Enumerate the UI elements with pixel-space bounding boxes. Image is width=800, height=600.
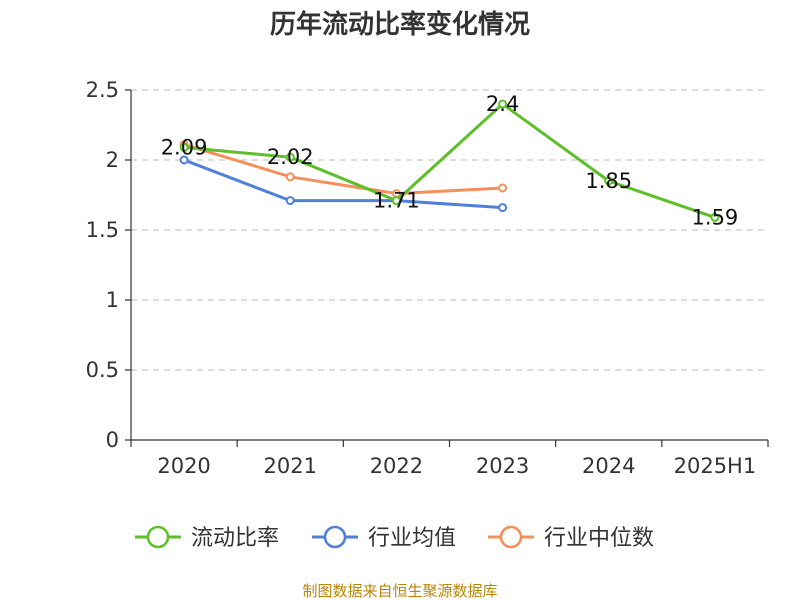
x-tick-label: 2023 [476, 454, 529, 478]
legend-circle-icon [323, 525, 347, 549]
data-label: 1.59 [692, 205, 739, 229]
legend-circle-icon [499, 525, 523, 549]
legend[interactable]: 流动比率 行业均值 行业中位数 [135, 525, 654, 551]
legend-item-1[interactable]: 行业均值 [312, 525, 456, 551]
y-tick-label: 2 [106, 148, 119, 172]
series-point-1 [498, 203, 508, 213]
chart-title: 历年流动比率变化情况 [270, 9, 530, 40]
series-point-0 [498, 99, 508, 109]
series-point-2 [285, 172, 295, 182]
grid-lines [131, 89, 768, 371]
legend-item-0[interactable]: 流动比率 [135, 525, 279, 551]
series-point-0 [285, 152, 295, 162]
legend-item-2[interactable]: 行业中位数 [488, 525, 654, 551]
x-tick-label: 2025H1 [674, 454, 757, 478]
series-lines [179, 99, 720, 222]
series-point-0 [391, 196, 401, 206]
y-tick-label: 1 [106, 288, 119, 312]
data-label: 1.71 [373, 189, 420, 213]
y-tick-label: 2.5 [86, 78, 119, 102]
legend-label: 行业均值 [368, 526, 456, 551]
data-label: 2.09 [161, 135, 208, 159]
x-tick-label: 2022 [370, 454, 423, 478]
y-tick-label: 0.5 [86, 358, 119, 382]
y-tick-label: 1.5 [86, 218, 119, 242]
series-line-1 [183, 158, 503, 210]
series-point-1 [179, 155, 189, 165]
x-tick-label: 2020 [157, 454, 210, 478]
source-note: 制图数据来自恒生聚源数据库 [302, 582, 497, 600]
series-point-1 [285, 196, 295, 206]
series-line-0 [183, 102, 716, 219]
legend-circle-icon [146, 525, 170, 549]
legend-label: 流动比率 [191, 526, 279, 551]
data-label: 2.4 [486, 92, 519, 116]
data-label: 1.85 [585, 169, 632, 193]
series-point-2 [498, 183, 508, 193]
series-point-0 [179, 142, 189, 152]
series-point-0 [604, 176, 614, 186]
data-label: 2.02 [267, 145, 314, 169]
axes: 0 0.5 1 1.5 2 2.5 2020 2021 2022 2023 2024 2025H1 [86, 78, 769, 478]
legend-label: 行业中位数 [544, 526, 654, 551]
series-line-2 [183, 143, 503, 196]
y-tick-label: 0 [106, 428, 119, 452]
x-tick-label: 2021 [264, 454, 317, 478]
x-tick-label: 2024 [582, 454, 635, 478]
series-point-0 [710, 212, 720, 222]
data-labels: 2.09 2.02 1.71 2.4 1.85 1.59 [161, 92, 739, 229]
